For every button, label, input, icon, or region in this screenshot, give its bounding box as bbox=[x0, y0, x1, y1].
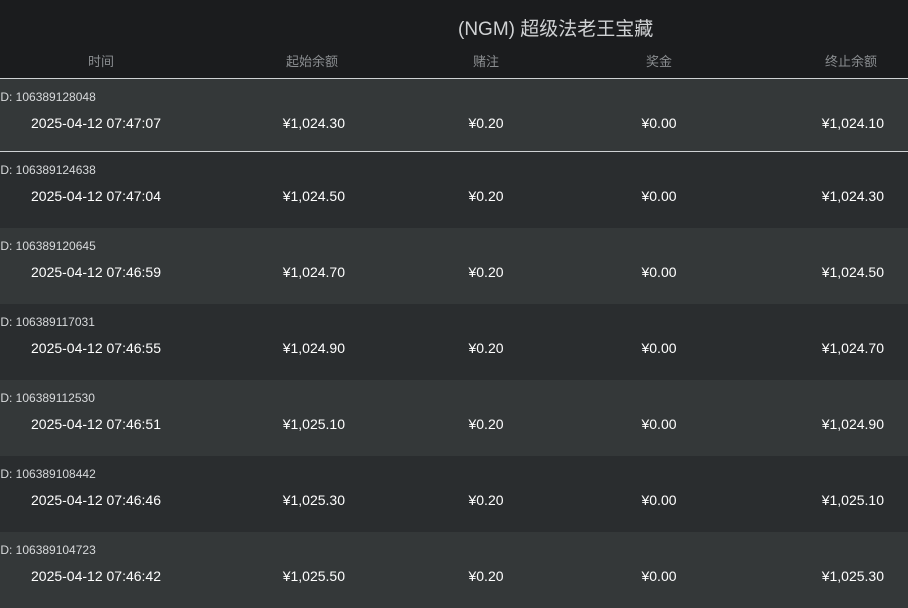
win-cell: ¥0.00 bbox=[641, 264, 677, 280]
column-header-time: 时间 bbox=[87, 54, 115, 69]
round-id: ID: 106389108442 bbox=[0, 467, 96, 481]
win-cell: ¥0.00 bbox=[641, 416, 677, 432]
win-cell: ¥0.00 bbox=[641, 340, 677, 356]
win-cell: ¥0.00 bbox=[641, 492, 677, 508]
start-balance-cell: ¥1,024.50 bbox=[282, 188, 345, 204]
round-id: ID: 106389124638 bbox=[0, 163, 96, 177]
end-balance-cell: ¥1,024.70 bbox=[821, 340, 884, 356]
table-row[interactable]: ID: 106389124638 2025-04-12 07:47:04 ¥1,02… bbox=[0, 152, 908, 228]
time-cell: 2025-04-12 07:46:42 bbox=[31, 568, 161, 584]
table-row[interactable]: ID: 106389112530 2025-04-12 07:46:51 ¥1,02… bbox=[0, 380, 908, 456]
table-row[interactable]: ID: 106389104723 2025-04-12 07:46:42 ¥1,02… bbox=[0, 532, 908, 608]
table-row[interactable]: ID: 106389128048 2025-04-12 07:47:07 ¥1,02… bbox=[0, 79, 908, 152]
time-cell: 2025-04-12 07:46:46 bbox=[31, 492, 161, 508]
bet-cell: ¥0.20 bbox=[468, 568, 504, 584]
history-list: ID: 106389128048 2025-04-12 07:47:07 ¥1,02… bbox=[0, 79, 908, 608]
round-id: ID: 106389120645 bbox=[0, 239, 96, 253]
time-cell: 2025-04-12 07:46:59 bbox=[31, 264, 161, 280]
bet-cell: ¥0.20 bbox=[468, 188, 504, 204]
time-cell: 2025-04-12 07:47:04 bbox=[31, 188, 161, 204]
end-balance-cell: ¥1,025.10 bbox=[821, 492, 884, 508]
start-balance-cell: ¥1,025.10 bbox=[282, 416, 345, 432]
bet-cell: ¥0.20 bbox=[468, 340, 504, 356]
end-balance-cell: ¥1,024.50 bbox=[821, 264, 884, 280]
start-balance-cell: ¥1,024.90 bbox=[282, 340, 345, 356]
time-cell: 2025-04-12 07:46:55 bbox=[31, 340, 161, 356]
win-cell: ¥0.00 bbox=[641, 568, 677, 584]
end-balance-cell: ¥1,024.90 bbox=[821, 416, 884, 432]
end-balance-cell: ¥1,024.30 bbox=[821, 188, 884, 204]
round-id: ID: 106389128048 bbox=[0, 90, 96, 104]
round-id: ID: 106389117031 bbox=[0, 315, 95, 329]
table-header: (NGM) 超级法老王宝藏 时间 起始余额 赌注 奖金 终止余额 bbox=[0, 0, 908, 79]
start-balance-cell: ¥1,024.30 bbox=[282, 115, 345, 131]
start-balance-cell: ¥1,024.70 bbox=[282, 264, 345, 280]
end-balance-cell: ¥1,025.30 bbox=[821, 568, 884, 584]
table-row[interactable]: ID: 106389120645 2025-04-12 07:46:59 ¥1,02… bbox=[0, 228, 908, 304]
bet-cell: ¥0.20 bbox=[468, 492, 504, 508]
column-header-start-balance: 起始余额 bbox=[285, 54, 339, 69]
win-cell: ¥0.00 bbox=[641, 115, 677, 131]
round-id: ID: 106389104723 bbox=[0, 543, 96, 557]
start-balance-cell: ¥1,025.50 bbox=[282, 568, 345, 584]
column-header-win: 奖金 bbox=[645, 54, 673, 69]
bet-cell: ¥0.20 bbox=[468, 416, 504, 432]
time-cell: 2025-04-12 07:47:07 bbox=[31, 115, 161, 131]
start-balance-cell: ¥1,025.30 bbox=[282, 492, 345, 508]
column-header-end-balance: 终止余额 bbox=[824, 54, 878, 69]
column-header-bet: 赌注 bbox=[472, 54, 500, 69]
time-cell: 2025-04-12 07:46:51 bbox=[31, 416, 161, 432]
win-cell: ¥0.00 bbox=[641, 188, 677, 204]
game-title: (NGM) 超级法老王宝藏 bbox=[458, 19, 654, 40]
end-balance-cell: ¥1,024.10 bbox=[821, 115, 884, 131]
table-row[interactable]: ID: 106389117031 2025-04-12 07:46:55 ¥1,02… bbox=[0, 304, 908, 380]
bet-cell: ¥0.20 bbox=[468, 115, 504, 131]
table-row[interactable]: ID: 106389108442 2025-04-12 07:46:46 ¥1,02… bbox=[0, 456, 908, 532]
round-id: ID: 106389112530 bbox=[0, 391, 95, 405]
bet-cell: ¥0.20 bbox=[468, 264, 504, 280]
